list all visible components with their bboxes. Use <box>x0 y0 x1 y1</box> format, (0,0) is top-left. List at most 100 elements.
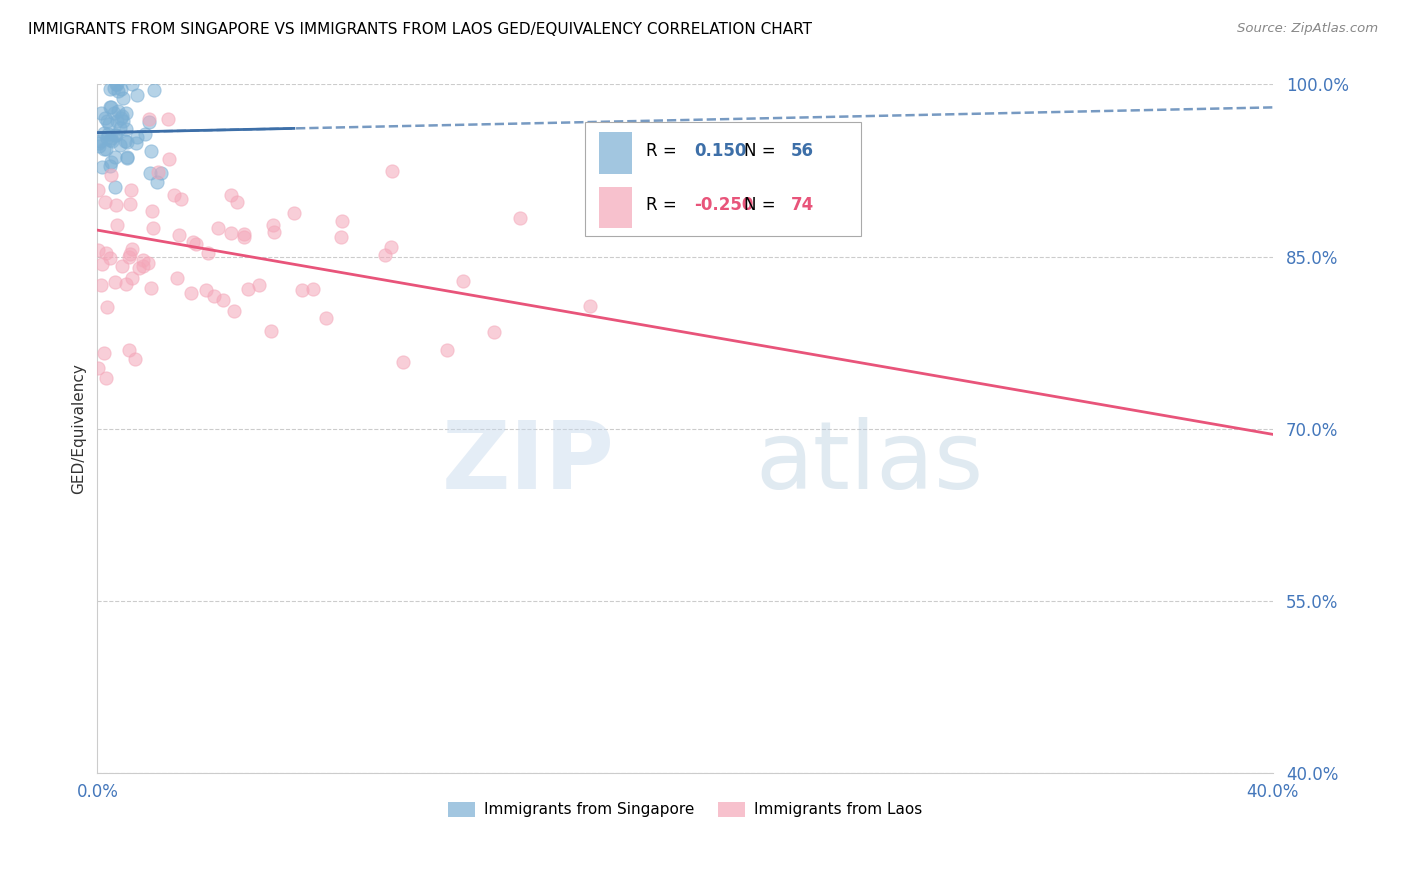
Point <box>291 283 314 297</box>
Point <box>381 164 404 178</box>
Point <box>115 277 138 291</box>
Point <box>150 166 173 180</box>
Point <box>579 299 602 313</box>
Point <box>87 361 110 376</box>
Text: atlas: atlas <box>755 417 984 509</box>
Point <box>107 84 129 98</box>
Point <box>111 259 134 273</box>
Point <box>104 275 127 289</box>
Point <box>97 117 120 131</box>
Point <box>207 221 229 235</box>
Text: N =: N = <box>744 196 775 214</box>
Point <box>121 242 143 256</box>
Text: Source: ZipAtlas.com: Source: ZipAtlas.com <box>1237 22 1378 36</box>
Point <box>90 106 112 120</box>
Point <box>87 136 110 151</box>
Point <box>94 246 117 260</box>
Point <box>90 257 112 271</box>
Point <box>260 324 283 338</box>
Point <box>145 175 167 189</box>
Point <box>115 121 138 136</box>
Point <box>222 304 245 318</box>
Point <box>128 260 150 275</box>
Point <box>112 91 135 105</box>
Point <box>247 278 270 293</box>
Point <box>94 195 117 210</box>
Point <box>104 128 127 142</box>
Point <box>163 188 186 202</box>
Point <box>96 113 118 128</box>
Point <box>131 259 153 273</box>
Point <box>107 104 129 119</box>
Point <box>482 326 505 340</box>
Point <box>103 106 125 120</box>
Point <box>181 235 204 249</box>
Point <box>105 78 128 92</box>
Point <box>170 192 193 206</box>
Point <box>121 270 143 285</box>
Bar <box>599 186 633 228</box>
Point <box>104 198 127 212</box>
Text: 0.150: 0.150 <box>695 142 747 160</box>
Point <box>202 289 225 303</box>
Point <box>509 211 531 226</box>
Point <box>98 133 121 147</box>
Point <box>262 218 284 232</box>
Point <box>329 230 352 244</box>
Point <box>98 82 121 96</box>
Point <box>97 127 120 141</box>
Point <box>93 126 115 140</box>
FancyBboxPatch shape <box>585 122 862 235</box>
Point <box>96 300 118 314</box>
Point <box>114 134 136 148</box>
Point <box>330 214 353 228</box>
Y-axis label: GED/Equivalency: GED/Equivalency <box>72 363 86 494</box>
Point <box>139 280 162 294</box>
Point <box>157 112 180 126</box>
Point <box>108 120 131 135</box>
Point <box>143 83 166 97</box>
Point <box>232 227 254 241</box>
Point <box>134 127 156 141</box>
Point <box>89 139 111 153</box>
Point <box>138 112 160 126</box>
Point <box>96 371 118 385</box>
Point <box>142 221 165 235</box>
Point <box>91 160 114 174</box>
Point <box>263 225 285 239</box>
Point <box>167 228 190 243</box>
Text: R =: R = <box>647 142 676 160</box>
Point <box>104 128 127 142</box>
Point <box>219 188 242 202</box>
Point <box>141 144 163 158</box>
Point <box>232 230 254 244</box>
Point <box>104 150 127 164</box>
Point <box>100 169 122 183</box>
Point <box>110 82 132 96</box>
Point <box>87 183 110 197</box>
Point <box>87 243 110 257</box>
Point <box>111 113 134 128</box>
Point <box>98 252 121 266</box>
Text: 74: 74 <box>790 196 814 214</box>
Point <box>139 166 162 180</box>
Point <box>104 78 127 92</box>
Point <box>103 81 125 95</box>
Point <box>117 151 139 165</box>
Point <box>120 197 142 211</box>
Point <box>374 248 396 262</box>
Point <box>96 131 118 145</box>
Point <box>186 236 208 251</box>
Point <box>138 115 160 129</box>
Point <box>141 204 163 219</box>
Point <box>100 131 122 145</box>
Point <box>120 183 142 197</box>
Point <box>118 343 141 358</box>
Point <box>115 135 138 149</box>
Point <box>180 286 202 301</box>
Text: 56: 56 <box>790 142 814 160</box>
Text: N =: N = <box>744 142 775 160</box>
Point <box>157 152 180 166</box>
Point <box>124 352 146 367</box>
Point <box>96 142 118 156</box>
